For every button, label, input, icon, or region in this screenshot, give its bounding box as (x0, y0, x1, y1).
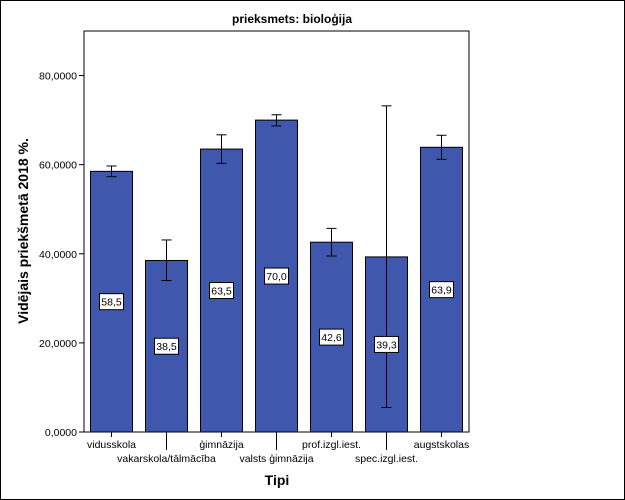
data-label: 58,5 (101, 297, 122, 309)
y-tick-label: 0,0000 (45, 427, 77, 439)
data-labels-group: 58,5 38,5 63,5 70,0 42,6 39,3 63,9 (99, 267, 454, 355)
data-label-box (319, 328, 344, 346)
y-axis-ticks: 0,0000 20,0000 40,0000 60,0000 80,0000 (39, 71, 84, 439)
data-label-box (374, 335, 399, 353)
y-tick-label: 60,0000 (39, 160, 77, 172)
x-tick-label: valsts ģimnāzija (239, 452, 313, 465)
data-label-box (264, 267, 289, 285)
data-label-box (429, 281, 454, 299)
x-tick-label: ģimnāzija (199, 438, 244, 451)
x-axis-ticks: vidusskola vakarskola/tālmācība ģimnāzijav… (87, 432, 469, 465)
data-label: 42,6 (321, 332, 342, 344)
chart-title: prieksmets: bioloģija (232, 12, 352, 26)
data-label: 70,0 (266, 271, 287, 283)
data-label: 63,9 (431, 285, 452, 297)
data-label-box (99, 293, 124, 311)
x-tick-label: vidusskola (87, 439, 136, 451)
y-axis-title: Vidējais priekšmetā 2018 %. (15, 138, 31, 324)
y-tick-label: 80,0000 (39, 71, 77, 83)
data-label: 38,5 (156, 341, 177, 353)
x-tick-label: augstskolas (414, 439, 469, 451)
y-tick-label: 40,0000 (39, 249, 77, 261)
x-tick-label: prof.izgl.iest. (302, 439, 361, 451)
y-tick-label: 20,0000 (39, 338, 77, 350)
x-axis-title: Tipi (265, 472, 290, 488)
x-tick-label: vakarskola/tālmācība (117, 453, 216, 465)
error-bars-group (106, 105, 447, 408)
data-label: 63,5 (211, 286, 232, 298)
data-label-box (154, 337, 179, 355)
data-label-box (209, 282, 234, 300)
x-tick-label: spec.izgl.iest. (355, 453, 418, 465)
data-label: 39,3 (376, 339, 397, 351)
